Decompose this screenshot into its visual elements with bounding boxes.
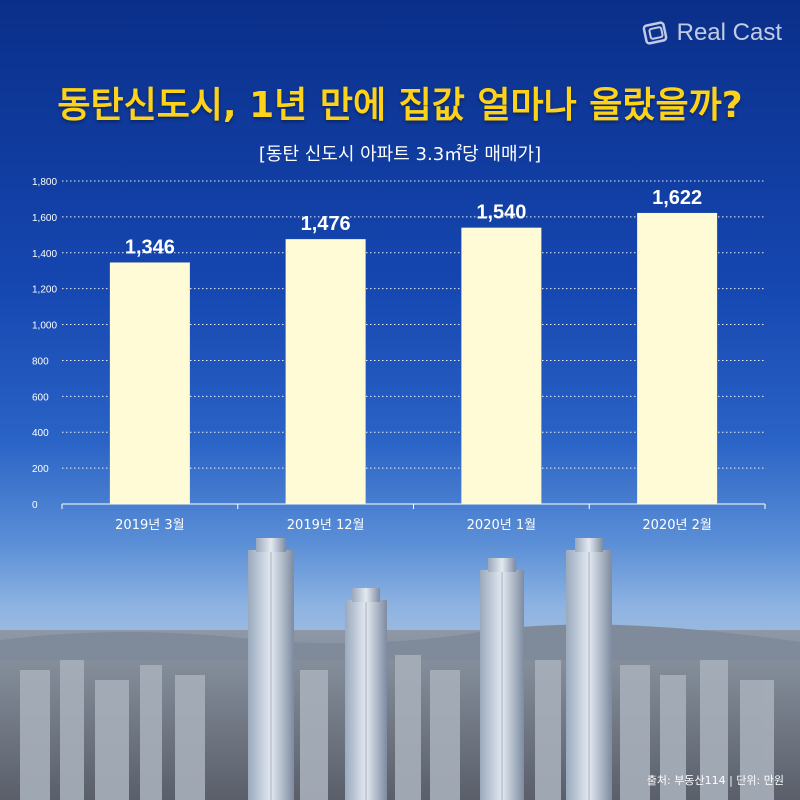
bar-value-label: 1,346 [125, 236, 175, 258]
x-tick-label: 2019년 12월 [287, 518, 365, 533]
bar-chart: 0 200 400 600 800 1,000 1,200 1,400 1,600 1,800 1,… [32, 177, 718, 533]
bar [285, 239, 366, 504]
brand-logo: Real Cast [641, 18, 782, 48]
x-tick-label: 2020년 2월 [642, 518, 711, 533]
page-title: 동탄신도시, 1년 만에 집값 얼마나 올랐을까? [57, 85, 743, 126]
bar-value-label: 1,622 [652, 187, 702, 209]
bar [461, 227, 542, 504]
y-tick-label: 800 [32, 356, 49, 367]
realcast-logo-icon [642, 21, 667, 45]
y-tick-label: 600 [32, 392, 49, 403]
x-tick-label: 2020년 1월 [467, 518, 536, 533]
brand-name: Real Cast [676, 19, 782, 46]
y-tick-label: 1,000 [32, 321, 57, 332]
y-tick-label: 1,600 [32, 213, 57, 224]
y-tick-label: 1,200 [32, 285, 57, 296]
bar [109, 262, 190, 504]
city-skyline-photo [0, 538, 800, 800]
y-tick-label: 400 [32, 428, 49, 439]
y-tick-label: 1,400 [32, 249, 57, 260]
source-note: 출처: 부동산114 | 단위: 만원 [646, 774, 784, 787]
chart-subtitle: [동탄 신도시 아파트 3.3㎡당 매매가] [258, 144, 542, 165]
bar-value-label: 1,476 [301, 213, 351, 235]
bar [637, 212, 718, 505]
y-tick-label: 1,800 [32, 177, 57, 188]
bar-value-label: 1,540 [476, 202, 526, 224]
y-tick-label: 200 [32, 464, 49, 475]
y-tick-label: 0 [32, 500, 38, 511]
x-tick-label: 2019년 3월 [115, 518, 184, 533]
